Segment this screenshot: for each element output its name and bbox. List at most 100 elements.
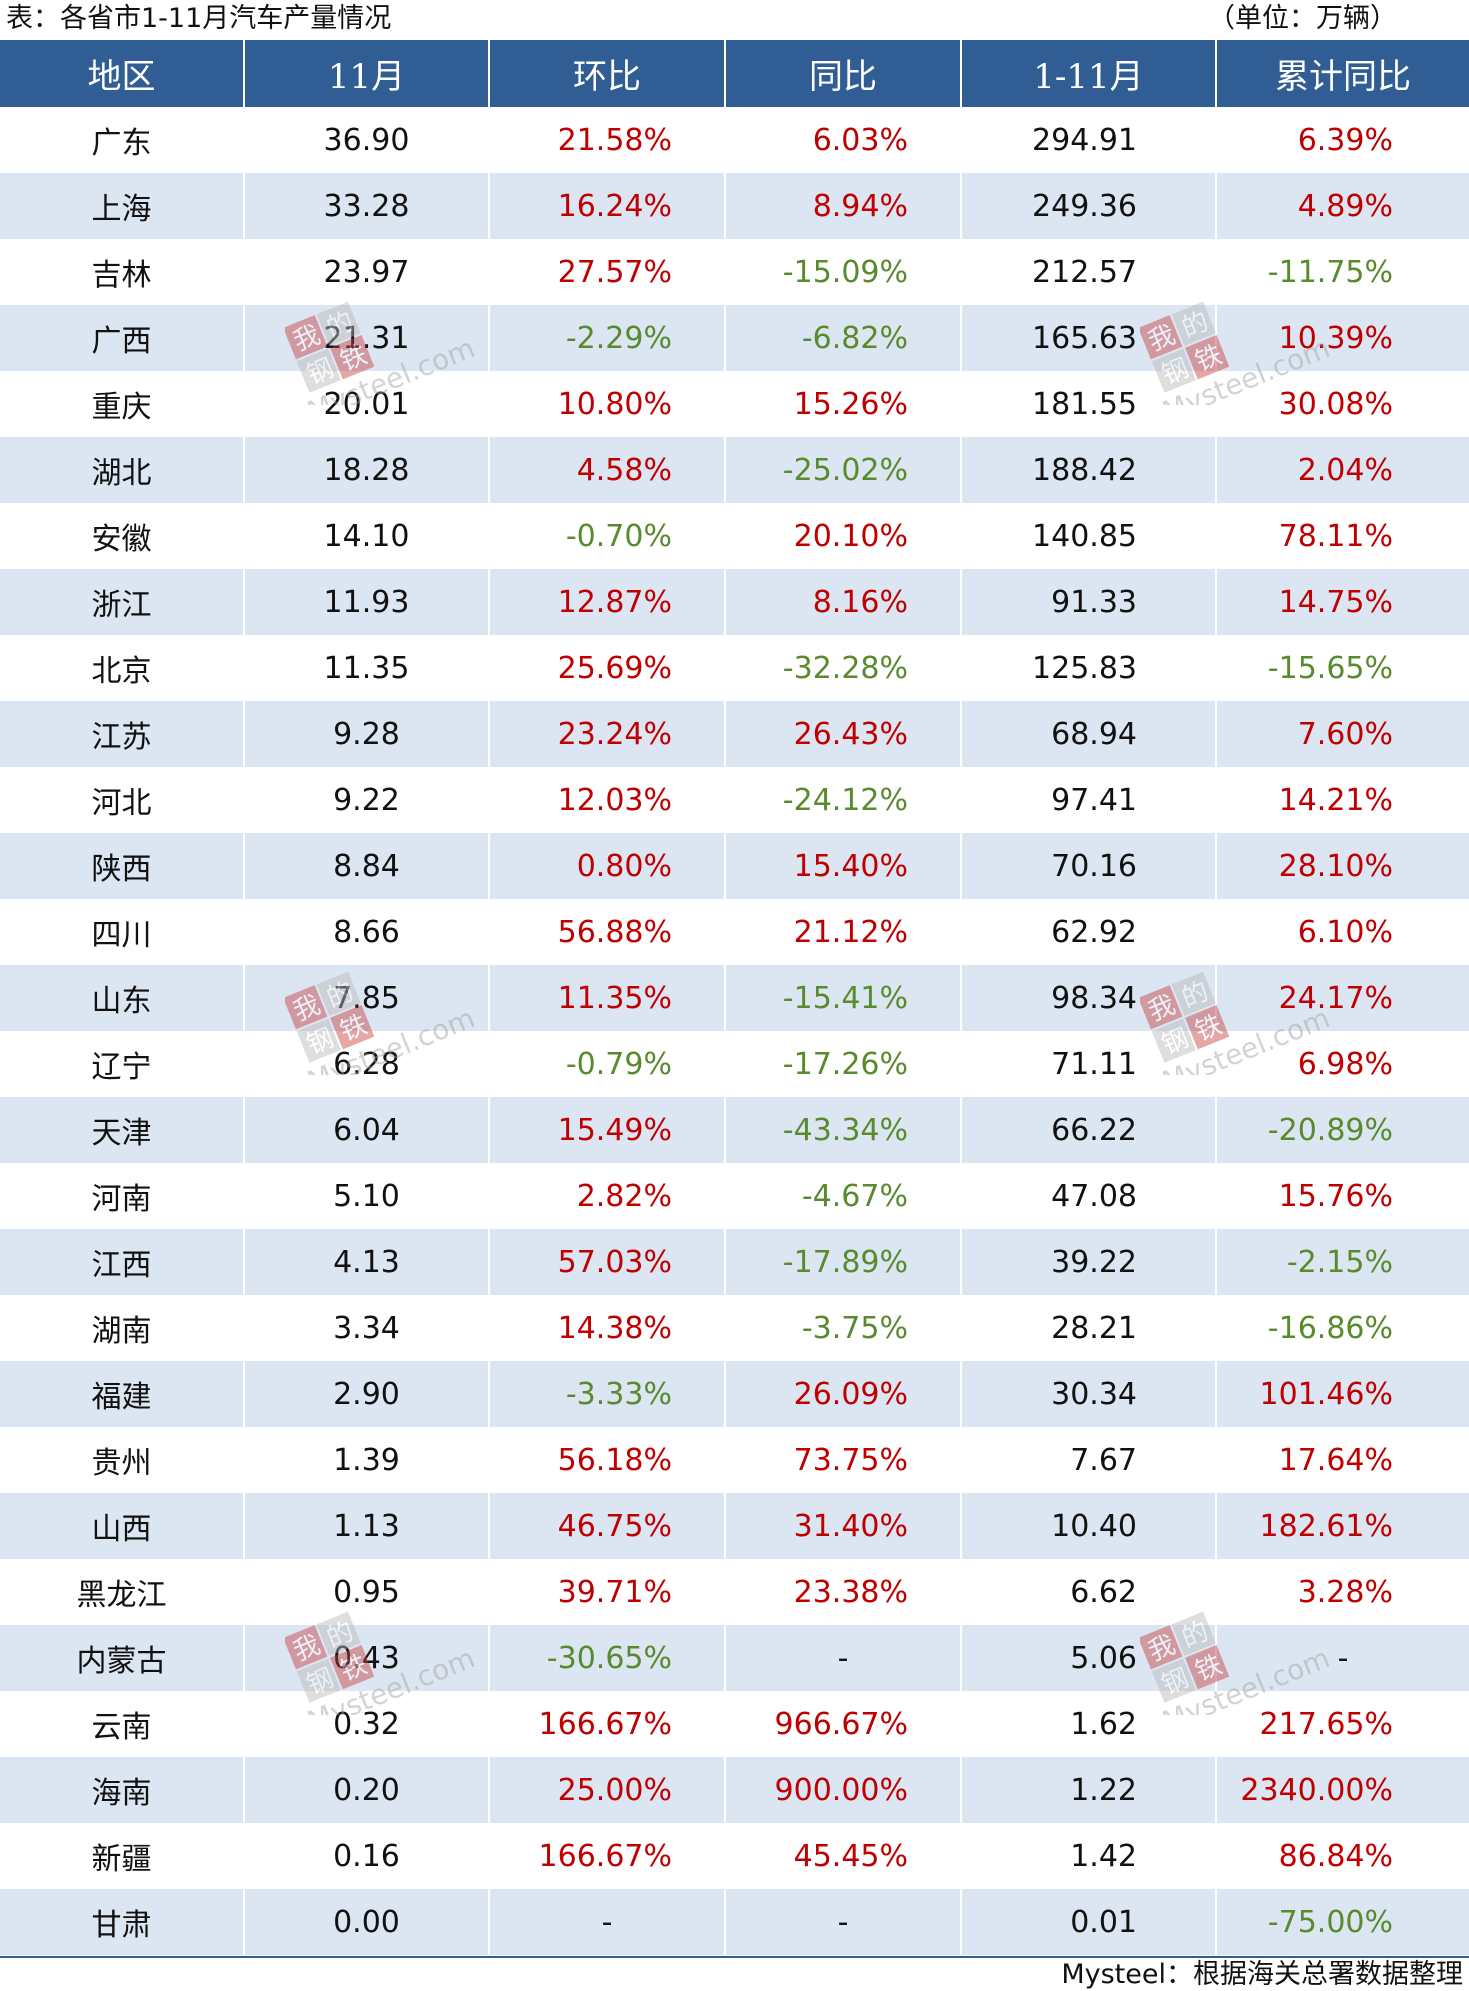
ytd-cell: 91.33 bbox=[961, 569, 1217, 635]
ytd-cell: 5.06 bbox=[961, 1625, 1217, 1691]
ytd-cell: 47.08 bbox=[961, 1163, 1217, 1229]
table-row: 山东 7.85 11.35% -15.41% 98.34 24.17% bbox=[0, 965, 1469, 1031]
yoy-cell: -25.02% bbox=[725, 437, 962, 503]
ytd-yoy-cell: 2.04% bbox=[1297, 452, 1393, 488]
yoy-cell: 900.00% bbox=[725, 1757, 962, 1823]
yoy-cell: -32.28% bbox=[725, 635, 962, 701]
table-row: 北京 11.35 25.69% -32.28% 125.83 -15.65% bbox=[0, 635, 1469, 701]
mom-cell: 39.71% bbox=[489, 1559, 726, 1625]
region-cell: 四川 bbox=[0, 899, 245, 965]
region-cell: 浙江 bbox=[0, 569, 245, 635]
ytd-yoy-cell: -75.00% bbox=[1267, 1904, 1393, 1940]
region-cell: 广东 bbox=[0, 107, 245, 173]
yoy-cell: -3.75% bbox=[725, 1295, 962, 1361]
mom-cell: -2.29% bbox=[489, 305, 726, 371]
ytd-cell: 249.36 bbox=[961, 173, 1217, 239]
ytd-yoy-cell: 24.17% bbox=[1278, 980, 1393, 1016]
unit-note: （单位：万辆） bbox=[1208, 3, 1397, 34]
yoy-cell: 31.40% bbox=[725, 1493, 962, 1559]
yoy-cell: -17.89% bbox=[725, 1229, 962, 1295]
ytd-yoy-cell: 182.61% bbox=[1259, 1508, 1393, 1544]
region-cell: 新疆 bbox=[0, 1823, 245, 1889]
november-cell: 23.97 bbox=[244, 239, 490, 305]
november-cell: 0.00 bbox=[244, 1889, 490, 1955]
mom-cell: 14.38% bbox=[489, 1295, 726, 1361]
yoy-cell: 73.75% bbox=[725, 1427, 962, 1493]
region-cell: 福建 bbox=[0, 1361, 245, 1427]
ytd-cell: 1.22 bbox=[961, 1757, 1217, 1823]
column-header-region: 地区 bbox=[0, 40, 245, 107]
table-row: 四川 8.66 56.88% 21.12% 62.92 6.10% bbox=[0, 899, 1469, 965]
table-row: 湖南 3.34 14.38% -3.75% 28.21 -16.86% bbox=[0, 1295, 1469, 1361]
yoy-cell: -4.67% bbox=[725, 1163, 962, 1229]
ytd-cell: 212.57 bbox=[961, 239, 1217, 305]
region-cell: 天津 bbox=[0, 1097, 245, 1163]
ytd-cell: 71.11 bbox=[961, 1031, 1217, 1097]
ytd-yoy-cell: 6.39% bbox=[1297, 122, 1393, 158]
november-cell: 0.16 bbox=[244, 1823, 490, 1889]
table-row: 浙江 11.93 12.87% 8.16% 91.33 14.75% bbox=[0, 569, 1469, 635]
mom-cell: 27.57% bbox=[489, 239, 726, 305]
mom-cell: 57.03% bbox=[489, 1229, 726, 1295]
mom-cell: -0.79% bbox=[489, 1031, 726, 1097]
ytd-yoy-cell: -15.65% bbox=[1267, 650, 1393, 686]
yoy-cell: 23.38% bbox=[725, 1559, 962, 1625]
table-row: 广东 36.90 21.58% 6.03% 294.91 6.39% bbox=[0, 107, 1469, 173]
yoy-cell: -17.26% bbox=[725, 1031, 962, 1097]
yoy-cell: 15.26% bbox=[725, 371, 962, 437]
region-cell: 吉林 bbox=[0, 239, 245, 305]
yoy-cell: 8.94% bbox=[725, 173, 962, 239]
mom-cell: 10.80% bbox=[489, 371, 726, 437]
yoy-cell: 6.03% bbox=[725, 107, 962, 173]
ytd-yoy-cell: 7.60% bbox=[1297, 716, 1393, 752]
table-row: 河北 9.22 12.03% -24.12% 97.41 14.21% bbox=[0, 767, 1469, 833]
ytd-yoy-cell: 28.10% bbox=[1278, 848, 1393, 884]
table-row: 重庆 20.01 10.80% 15.26% 181.55 30.08% bbox=[0, 371, 1469, 437]
ytd-cell: 7.67 bbox=[961, 1427, 1217, 1493]
column-header-mom: 环比 bbox=[489, 40, 726, 107]
ytd-cell: 1.42 bbox=[961, 1823, 1217, 1889]
region-cell: 云南 bbox=[0, 1691, 245, 1757]
ytd-cell: 0.01 bbox=[961, 1889, 1217, 1955]
table-row: 辽宁 6.28 -0.79% -17.26% 71.11 6.98% bbox=[0, 1031, 1469, 1097]
november-cell: 11.35 bbox=[244, 635, 490, 701]
ytd-yoy-cell: 10.39% bbox=[1278, 320, 1393, 356]
mom-cell: 56.18% bbox=[489, 1427, 726, 1493]
mom-cell: 11.35% bbox=[489, 965, 726, 1031]
ytd-cell: 62.92 bbox=[961, 899, 1217, 965]
yoy-cell: 45.45% bbox=[725, 1823, 962, 1889]
title-bar: 表：各省市1-11月汽车产量情况 （单位：万辆） bbox=[0, 0, 1469, 38]
mom-cell: 12.87% bbox=[489, 569, 726, 635]
yoy-cell: -6.82% bbox=[725, 305, 962, 371]
mom-cell: 166.67% bbox=[489, 1691, 726, 1757]
mom-cell: -3.33% bbox=[489, 1361, 726, 1427]
mom-cell: 46.75% bbox=[489, 1493, 726, 1559]
ytd-yoy-cell: 78.11% bbox=[1278, 518, 1393, 554]
region-cell: 贵州 bbox=[0, 1427, 245, 1493]
region-cell: 重庆 bbox=[0, 371, 245, 437]
mom-cell: 12.03% bbox=[489, 767, 726, 833]
table-body: 广东 36.90 21.58% 6.03% 294.91 6.39% 上海 33.28 16.2… bbox=[0, 107, 1469, 1955]
table-row: 新疆 0.16 166.67% 45.45% 1.42 86.84% bbox=[0, 1823, 1469, 1889]
yoy-cell: - bbox=[725, 1889, 962, 1955]
region-cell: 陕西 bbox=[0, 833, 245, 899]
region-cell: 湖南 bbox=[0, 1295, 245, 1361]
column-header-yoy: 同比 bbox=[725, 40, 962, 107]
region-cell: 广西 bbox=[0, 305, 245, 371]
region-cell: 甘肃 bbox=[0, 1889, 245, 1955]
yoy-cell: -43.34% bbox=[725, 1097, 962, 1163]
yoy-cell: 26.09% bbox=[725, 1361, 962, 1427]
yoy-cell: 20.10% bbox=[725, 503, 962, 569]
region-cell: 辽宁 bbox=[0, 1031, 245, 1097]
region-cell: 山东 bbox=[0, 965, 245, 1031]
yoy-cell: 966.67% bbox=[725, 1691, 962, 1757]
yoy-cell: -15.41% bbox=[725, 965, 962, 1031]
table-row: 黑龙江 0.95 39.71% 23.38% 6.62 3.28% bbox=[0, 1559, 1469, 1625]
mom-cell: 4.58% bbox=[489, 437, 726, 503]
november-cell: 4.13 bbox=[244, 1229, 490, 1295]
november-cell: 14.10 bbox=[244, 503, 490, 569]
mom-cell: -0.70% bbox=[489, 503, 726, 569]
yoy-cell: - bbox=[725, 1625, 962, 1691]
mom-cell: -30.65% bbox=[489, 1625, 726, 1691]
ytd-yoy-cell: 4.89% bbox=[1297, 188, 1393, 224]
